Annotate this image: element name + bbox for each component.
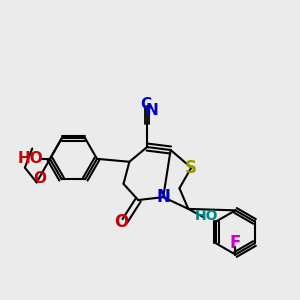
Text: F: F (230, 234, 241, 252)
Text: O: O (33, 171, 46, 186)
Text: HO: HO (18, 151, 44, 166)
Text: N: N (156, 188, 170, 206)
Text: HO: HO (195, 209, 219, 223)
Text: N: N (146, 103, 159, 118)
Text: S: S (185, 159, 197, 177)
Text: O: O (114, 212, 129, 230)
Text: C: C (140, 97, 151, 112)
